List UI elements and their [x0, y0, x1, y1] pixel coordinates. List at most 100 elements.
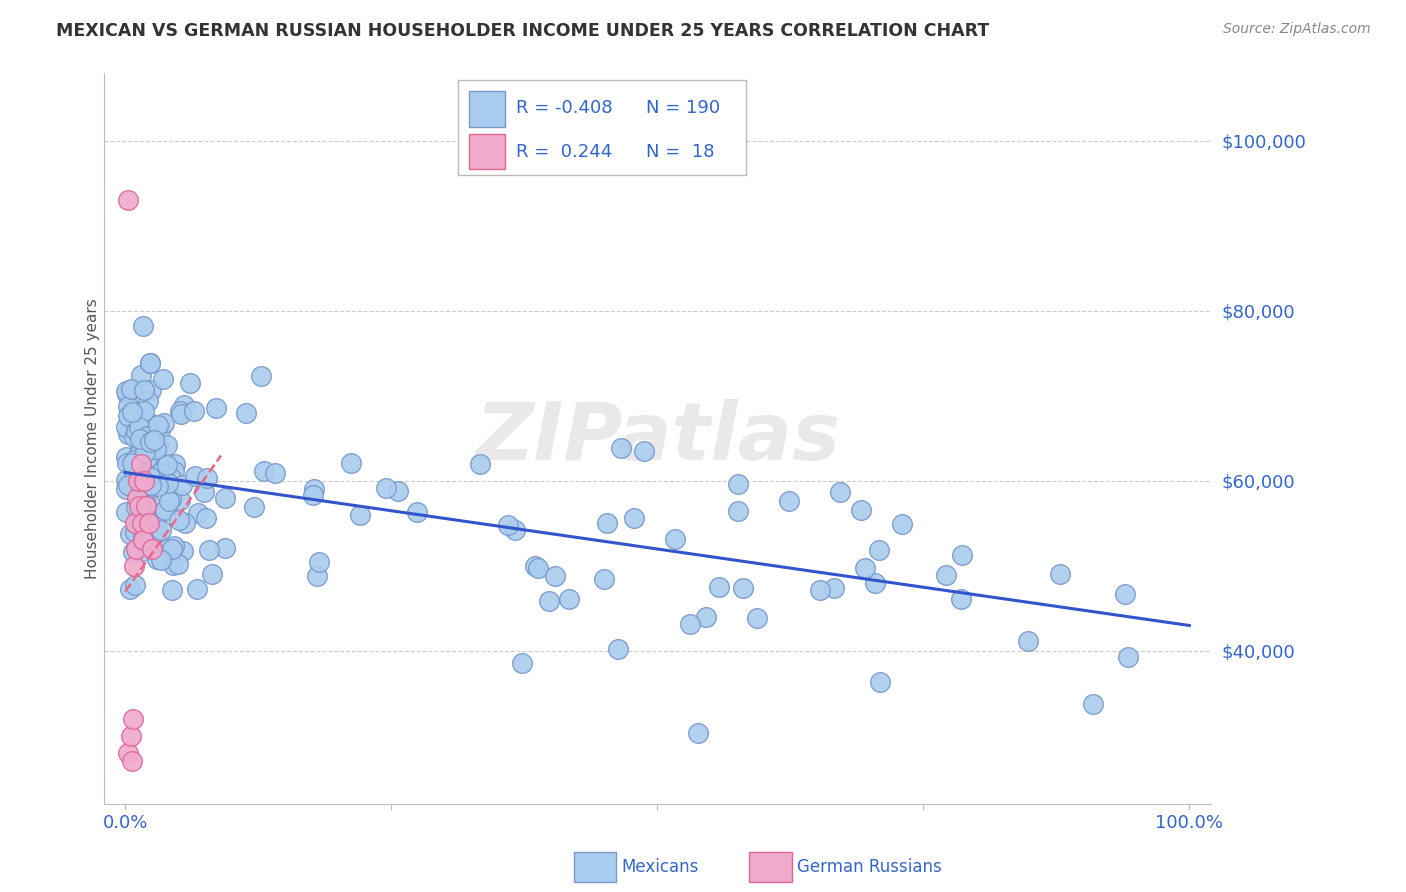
Point [891, 517, 914, 532]
Point [148, 439, 170, 453]
Point [156, 458, 179, 473]
Point [195, 511, 218, 525]
Point [136, 393, 159, 408]
Point [146, 417, 169, 432]
Point [950, 549, 973, 563]
Text: R = -0.408: R = -0.408 [516, 99, 612, 117]
Point [143, 433, 166, 447]
Point [174, 516, 197, 531]
Point [128, 500, 150, 514]
Point [115, 420, 138, 434]
Point [121, 712, 143, 726]
Point [162, 558, 184, 573]
Point [156, 501, 179, 516]
Point [1017, 633, 1039, 648]
Point [851, 503, 873, 517]
Point [128, 428, 150, 442]
Point [145, 526, 167, 541]
Point [127, 474, 149, 488]
Point [124, 424, 146, 438]
Point [129, 368, 152, 382]
Point [308, 555, 330, 569]
Point [131, 469, 153, 483]
Point [610, 441, 633, 455]
Point [135, 513, 157, 527]
Point [169, 492, 191, 507]
Text: MEXICAN VS GERMAN RUSSIAN HOUSEHOLDER INCOME UNDER 25 YEARS CORRELATION CHART: MEXICAN VS GERMAN RUSSIAN HOUSEHOLDER IN… [56, 22, 990, 40]
Point [159, 491, 181, 506]
Text: N =  18: N = 18 [647, 143, 714, 161]
Point [117, 399, 139, 413]
Point [121, 413, 143, 427]
Point [129, 457, 152, 471]
Point [125, 500, 148, 514]
Point [510, 657, 533, 671]
Point [122, 464, 145, 478]
Text: R =  0.244: R = 0.244 [516, 143, 612, 161]
Point [139, 356, 162, 370]
Point [544, 568, 567, 582]
Point [153, 416, 176, 430]
Point [115, 483, 138, 497]
Point [149, 423, 172, 437]
Point [468, 458, 491, 472]
Point [139, 498, 162, 512]
Point [193, 484, 215, 499]
Point [496, 517, 519, 532]
Point [115, 474, 138, 488]
Point [727, 504, 749, 518]
Point [148, 538, 170, 552]
Point [136, 449, 159, 463]
Point [165, 458, 187, 472]
Point [139, 383, 162, 397]
Point [538, 594, 561, 608]
Point [134, 383, 156, 397]
Point [264, 466, 287, 480]
Point [128, 450, 150, 464]
Point [128, 447, 150, 461]
Point [125, 524, 148, 538]
Point [129, 521, 152, 535]
Point [139, 478, 162, 492]
Point [139, 432, 162, 446]
Text: ZIPatlas: ZIPatlas [475, 400, 839, 477]
Point [148, 538, 170, 552]
Point [122, 545, 145, 559]
Point [695, 610, 717, 624]
Point [117, 746, 139, 760]
Point [129, 495, 152, 509]
Point [146, 478, 169, 492]
Point [135, 475, 157, 490]
Point [115, 456, 138, 470]
Point [134, 474, 156, 488]
Point [828, 484, 851, 499]
Point [169, 403, 191, 417]
Point [163, 464, 186, 478]
Point [129, 450, 152, 464]
Point [128, 514, 150, 528]
Point [121, 456, 143, 470]
Point [250, 368, 273, 383]
Point [214, 541, 236, 555]
Point [125, 491, 148, 505]
Point [115, 450, 138, 465]
Point [121, 405, 143, 419]
Point [125, 431, 148, 445]
Point [131, 516, 153, 531]
Point [243, 500, 266, 514]
Point [124, 516, 146, 531]
Point [596, 516, 619, 531]
Point [709, 581, 731, 595]
Point [128, 419, 150, 434]
Point [128, 432, 150, 446]
Point [349, 508, 371, 523]
Point [117, 194, 139, 208]
Point [132, 530, 155, 544]
Point [172, 544, 194, 558]
Point [633, 443, 655, 458]
Point [170, 407, 193, 421]
Point [305, 569, 328, 583]
Point [122, 430, 145, 444]
Point [374, 481, 396, 495]
Point [131, 544, 153, 558]
